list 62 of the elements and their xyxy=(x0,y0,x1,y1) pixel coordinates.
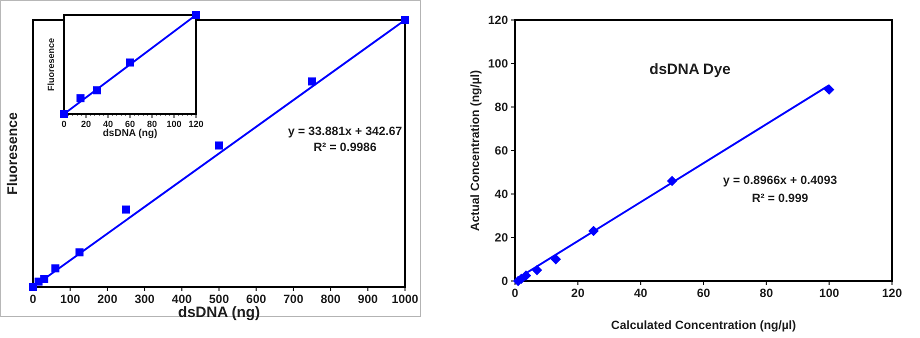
point xyxy=(308,77,316,86)
x-tick-label: 800 xyxy=(320,292,341,306)
x-tick-label: 700 xyxy=(283,292,304,306)
x-tick-label: 0 xyxy=(61,119,67,129)
point xyxy=(520,270,532,281)
x-tick-label: 600 xyxy=(246,292,267,306)
y-tick-label: 40 xyxy=(494,187,508,202)
x-tick-label: 300 xyxy=(134,292,155,306)
point xyxy=(588,226,599,236)
x-tick-label: 0 xyxy=(30,292,37,306)
x-tick-label: 40 xyxy=(102,119,114,129)
point xyxy=(666,176,678,186)
point xyxy=(93,86,101,94)
x-tick-label: 500 xyxy=(208,292,230,306)
point xyxy=(192,11,200,19)
x-axis-title: Calculated Concentration (ng/µl) xyxy=(611,318,796,332)
point xyxy=(51,264,60,272)
point xyxy=(126,58,134,67)
x-tick-label: 40 xyxy=(634,286,648,300)
point xyxy=(40,274,48,283)
annotation: y = 33.881x + 342.67 xyxy=(288,124,402,138)
y-tick-label: 20 xyxy=(494,230,508,245)
annotation: y = 0.8966x + 0.4093 xyxy=(722,173,838,187)
point xyxy=(532,264,542,276)
point xyxy=(401,16,409,24)
y-axis-title: Actual Concentration (ng/µl) xyxy=(468,70,482,231)
x-tick-label: 0 xyxy=(512,286,519,300)
point xyxy=(60,110,68,118)
y-tick-label: 80 xyxy=(494,100,508,114)
x-tick-label: 80 xyxy=(146,119,158,129)
x-tick-label: 60 xyxy=(696,286,710,300)
y-axis-title: Fluoresence xyxy=(46,38,56,92)
y-tick-label: 100 xyxy=(488,56,508,71)
x-tick-label: 900 xyxy=(358,292,378,306)
annotation: R² = 0.999 xyxy=(752,191,809,205)
y-tick-label: 0 xyxy=(501,274,508,288)
x-tick-label: 1000 xyxy=(392,292,419,306)
point xyxy=(824,84,834,95)
x-tick-label: 100 xyxy=(819,286,840,300)
y-tick-label: 60 xyxy=(494,144,508,158)
point xyxy=(29,283,37,291)
point xyxy=(76,248,84,256)
point xyxy=(122,206,130,214)
y-tick-label: 120 xyxy=(488,13,508,28)
text: dsDNA Dye xyxy=(649,61,731,78)
x-tick-label: 120 xyxy=(882,286,902,300)
x-tick-label: 80 xyxy=(760,286,774,300)
x-tick-label: 100 xyxy=(60,292,81,306)
point xyxy=(550,254,562,264)
annotation: R² = 0.9986 xyxy=(313,140,377,154)
x-tick-label: 400 xyxy=(172,292,192,306)
x-tick-label: 60 xyxy=(124,119,136,129)
x-tick-label: 20 xyxy=(80,119,92,129)
x-tick-label: 100 xyxy=(166,119,182,129)
x-axis-title: dsDNA (ng) xyxy=(102,128,158,139)
point xyxy=(76,94,84,102)
x-tick-label: 120 xyxy=(188,119,204,129)
x-tick-label: 20 xyxy=(571,286,585,300)
point xyxy=(215,141,223,150)
y-axis-title: Fluoresence xyxy=(4,112,20,195)
x-tick-label: 200 xyxy=(97,292,118,306)
x-axis-title: dsDNA (ng) xyxy=(178,304,260,321)
